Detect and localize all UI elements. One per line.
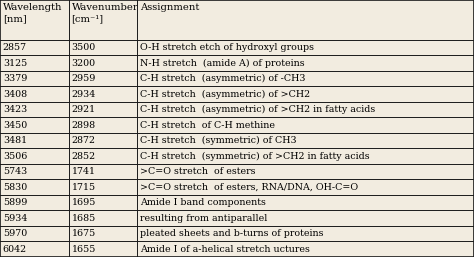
Text: C-H stretch  (asymmetric) of >CH2 in fatty acids: C-H stretch (asymmetric) of >CH2 in fatt… xyxy=(140,105,375,114)
Text: 5743: 5743 xyxy=(3,167,27,176)
Text: 3200: 3200 xyxy=(72,59,96,68)
Text: C-H stretch  (asymmetric) of -CH3: C-H stretch (asymmetric) of -CH3 xyxy=(140,74,306,83)
Text: 1741: 1741 xyxy=(72,167,96,176)
Text: pleated sheets and b-turns of proteins: pleated sheets and b-turns of proteins xyxy=(140,229,324,238)
Text: C-H stretch  of C-H methine: C-H stretch of C-H methine xyxy=(140,121,275,130)
Text: Amide I band components: Amide I band components xyxy=(140,198,266,207)
Text: >C=O stretch  of esters: >C=O stretch of esters xyxy=(140,167,256,176)
Text: 6042: 6042 xyxy=(3,245,27,254)
Text: 1675: 1675 xyxy=(72,229,96,238)
Text: 5970: 5970 xyxy=(3,229,27,238)
Text: 3450: 3450 xyxy=(3,121,27,130)
Text: 1715: 1715 xyxy=(72,183,96,192)
Text: 2898: 2898 xyxy=(72,121,96,130)
Text: Wavelength
[nm]: Wavelength [nm] xyxy=(3,3,63,23)
Text: 3423: 3423 xyxy=(3,105,27,114)
Text: 1655: 1655 xyxy=(72,245,96,254)
Text: 2872: 2872 xyxy=(72,136,96,145)
Text: C-H stretch  (symmetric) of CH3: C-H stretch (symmetric) of CH3 xyxy=(140,136,297,145)
Text: >C=O stretch  of esters, RNA/DNA, OH-C=O: >C=O stretch of esters, RNA/DNA, OH-C=O xyxy=(140,183,358,192)
Text: 2921: 2921 xyxy=(72,105,96,114)
Text: C-H stretch  (symmetric) of >CH2 in fatty acids: C-H stretch (symmetric) of >CH2 in fatty… xyxy=(140,152,370,161)
Text: 2857: 2857 xyxy=(3,43,27,52)
Text: 1695: 1695 xyxy=(72,198,96,207)
Text: 3125: 3125 xyxy=(3,59,27,68)
Text: 3379: 3379 xyxy=(3,74,27,83)
Text: 3500: 3500 xyxy=(72,43,96,52)
Text: 2934: 2934 xyxy=(72,90,96,99)
Text: 1685: 1685 xyxy=(72,214,96,223)
Text: O-H stretch etch of hydroxyl groups: O-H stretch etch of hydroxyl groups xyxy=(140,43,314,52)
Text: 3506: 3506 xyxy=(3,152,27,161)
Text: 5899: 5899 xyxy=(3,198,27,207)
Text: 5830: 5830 xyxy=(3,183,27,192)
Text: Assignment: Assignment xyxy=(140,3,200,12)
Text: Wavenumber
[cm⁻¹]: Wavenumber [cm⁻¹] xyxy=(72,3,138,23)
Text: 5934: 5934 xyxy=(3,214,27,223)
Text: resulting from antiparallel: resulting from antiparallel xyxy=(140,214,268,223)
Text: 3481: 3481 xyxy=(3,136,27,145)
Text: N-H stretch  (amide A) of proteins: N-H stretch (amide A) of proteins xyxy=(140,59,305,68)
Text: 2959: 2959 xyxy=(72,74,96,83)
Text: Amide I of a-helical stretch uctures: Amide I of a-helical stretch uctures xyxy=(140,245,310,254)
Text: C-H stretch  (asymmetric) of >CH2: C-H stretch (asymmetric) of >CH2 xyxy=(140,89,310,99)
Text: 2852: 2852 xyxy=(72,152,96,161)
Text: 3408: 3408 xyxy=(3,90,27,99)
